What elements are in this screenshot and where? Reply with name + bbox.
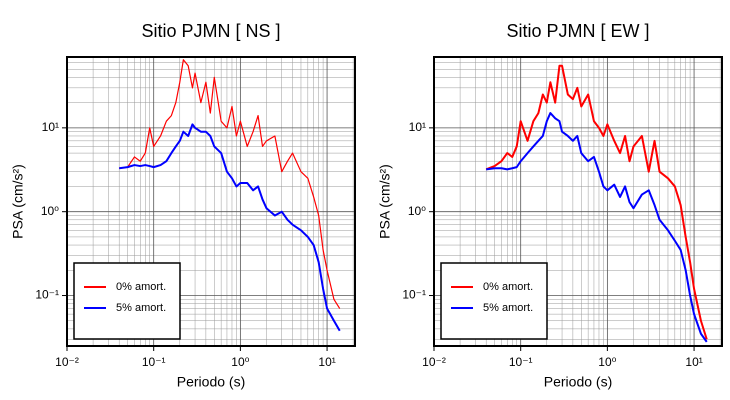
x-tick-label: 10⁻²	[422, 355, 446, 369]
x-tick-label: 10¹	[685, 355, 702, 369]
legend-box	[440, 262, 548, 340]
y-tick-label: 10⁻¹	[35, 288, 59, 302]
y-axis-label: PSA (cm/s²)	[377, 164, 393, 239]
panel: 10⁻² 10⁻¹ 10⁰ 10¹ 10⁻¹ 10⁰ 10¹ Sitio PJMN [ EW …	[377, 21, 723, 390]
x-tick-label: 10¹	[318, 355, 335, 369]
legend-label: 0% amort.	[483, 281, 533, 293]
x-tick-label: 10⁻²	[55, 355, 79, 369]
legend-label: 0% amort.	[116, 281, 166, 293]
x-axis-label: Periodo (s)	[544, 374, 612, 390]
x-tick-label: 10⁻¹	[509, 355, 533, 369]
x-tick-label: 10⁰	[231, 355, 249, 369]
chart-title: Sitio PJMN [ NS ]	[141, 21, 280, 41]
plot-frame	[66, 56, 356, 347]
series-line	[119, 123, 341, 332]
x-tick-label: 10⁻¹	[142, 355, 166, 369]
legend-label: 5% amort.	[116, 302, 166, 314]
y-tick-label: 10⁰	[408, 204, 426, 218]
y-tick-label: 10¹	[409, 120, 426, 134]
y-tick-label: 10⁻¹	[402, 288, 426, 302]
series-line	[485, 64, 708, 340]
panel: 10⁻² 10⁻¹ 10⁰ 10¹ 10⁻¹ 10⁰ 10¹ Sitio PJMN [ NS …	[10, 21, 356, 390]
x-tick-label: 10⁰	[598, 355, 616, 369]
chart-title: Sitio PJMN [ EW ]	[506, 21, 649, 41]
plot-frame	[433, 56, 723, 347]
legend-label: 5% amort.	[483, 302, 533, 314]
y-tick-label: 10⁰	[41, 204, 59, 218]
series-line	[486, 112, 708, 343]
y-tick-label: 10¹	[42, 120, 59, 134]
y-axis-label: PSA (cm/s²)	[10, 164, 26, 239]
x-axis-label: Periodo (s)	[177, 374, 245, 390]
series-line	[119, 59, 341, 309]
legend-box	[73, 262, 181, 340]
